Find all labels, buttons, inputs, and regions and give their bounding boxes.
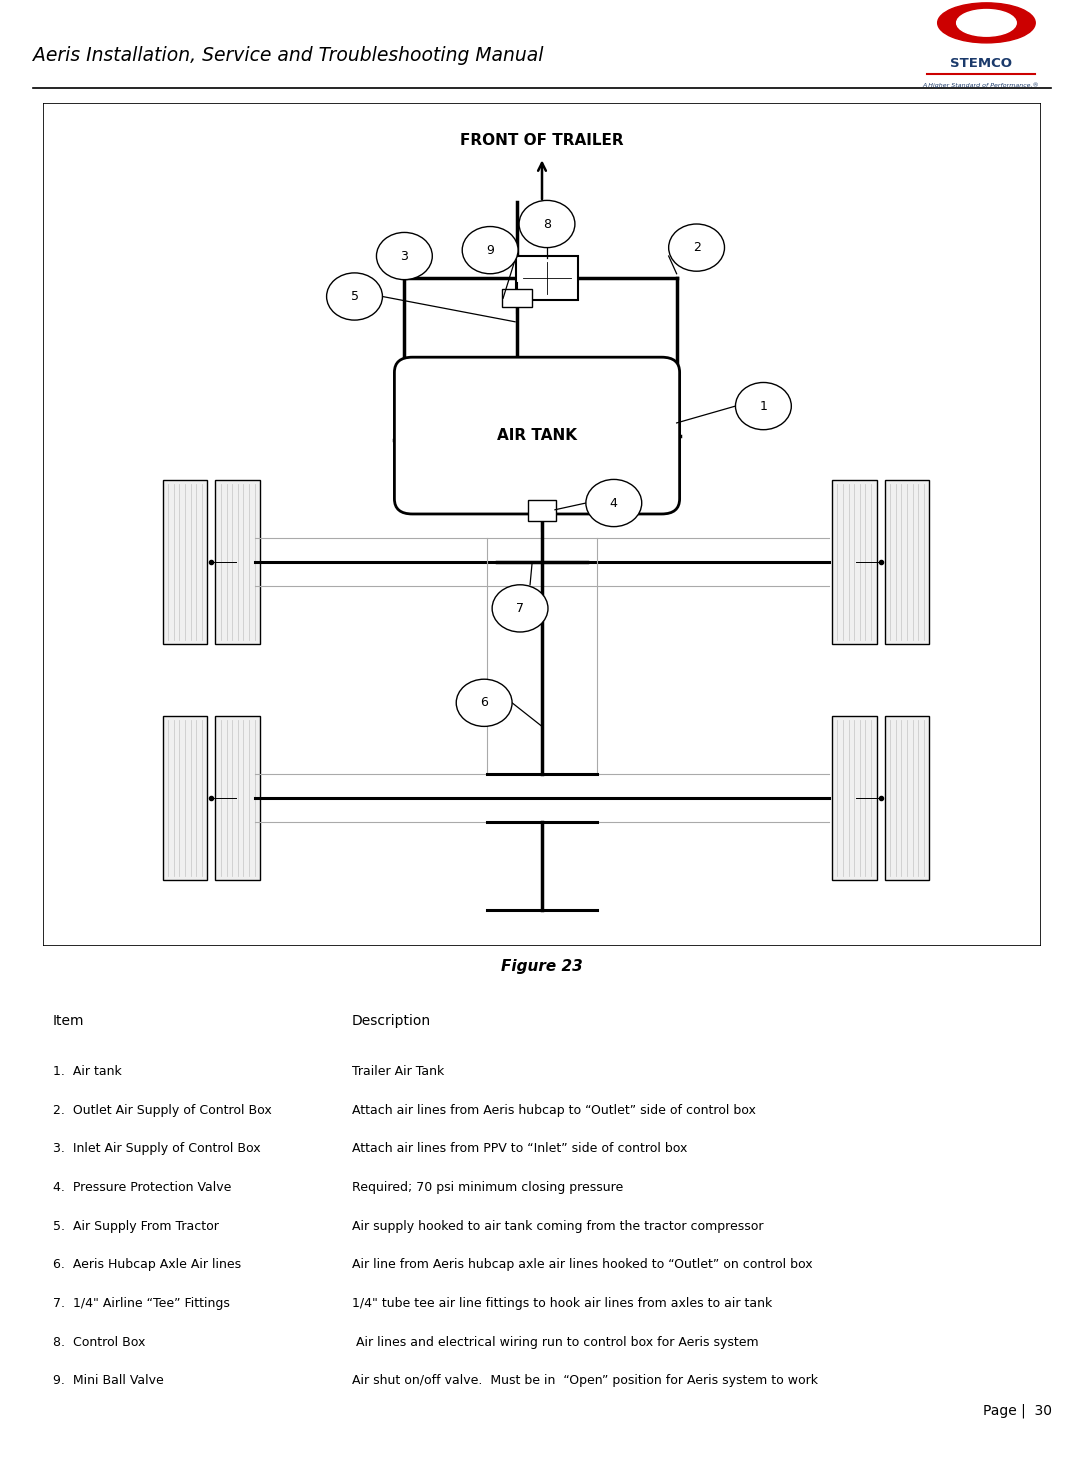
Text: AIR TANK: AIR TANK (496, 428, 577, 443)
Text: 6.  Aeris Hubcap Axle Air lines: 6. Aeris Hubcap Axle Air lines (53, 1258, 242, 1271)
Text: 1/4" tube tee air line fittings to hook air lines from axles to air tank: 1/4" tube tee air line fittings to hook … (351, 1297, 772, 1311)
Text: 9: 9 (487, 243, 494, 257)
Ellipse shape (957, 9, 1017, 37)
Bar (216, 715, 260, 880)
FancyBboxPatch shape (528, 500, 556, 520)
Circle shape (669, 224, 724, 271)
Circle shape (735, 383, 791, 430)
Ellipse shape (938, 3, 1035, 43)
Text: 5: 5 (350, 290, 359, 303)
Text: 1: 1 (760, 400, 767, 412)
Bar (216, 479, 260, 644)
Text: Air lines and electrical wiring run to control box for Aeris system: Air lines and electrical wiring run to c… (351, 1336, 759, 1349)
Text: 8.  Control Box: 8. Control Box (53, 1336, 145, 1349)
Text: Item: Item (53, 1014, 85, 1028)
Bar (885, 715, 929, 880)
Text: Attach air lines from Aeris hubcap to “Outlet” side of control box: Attach air lines from Aeris hubcap to “O… (351, 1104, 756, 1117)
FancyBboxPatch shape (516, 257, 578, 301)
Bar (163, 479, 207, 644)
Text: Air supply hooked to air tank coming from the tractor compressor: Air supply hooked to air tank coming fro… (351, 1220, 763, 1233)
Circle shape (585, 479, 642, 526)
Text: 2: 2 (693, 240, 700, 254)
Text: Description: Description (351, 1014, 430, 1028)
Circle shape (462, 227, 518, 274)
Text: Air shut on/off valve.  Must be in  “Open” position for Aeris system to work: Air shut on/off valve. Must be in “Open”… (351, 1375, 817, 1387)
Circle shape (326, 273, 383, 320)
Text: 4.  Pressure Protection Valve: 4. Pressure Protection Valve (53, 1182, 232, 1193)
FancyBboxPatch shape (502, 289, 532, 308)
Text: 3: 3 (400, 249, 409, 262)
Text: STEMCO: STEMCO (950, 57, 1012, 70)
Text: FRONT OF TRAILER: FRONT OF TRAILER (461, 133, 623, 148)
Text: Attach air lines from PPV to “Inlet” side of control box: Attach air lines from PPV to “Inlet” sid… (351, 1142, 687, 1155)
Text: 5.  Air Supply From Tractor: 5. Air Supply From Tractor (53, 1220, 219, 1233)
Text: 2.  Outlet Air Supply of Control Box: 2. Outlet Air Supply of Control Box (53, 1104, 272, 1117)
Text: Figure 23: Figure 23 (501, 959, 583, 973)
Text: 4: 4 (610, 497, 618, 510)
Circle shape (456, 679, 512, 727)
Text: 1.  Air tank: 1. Air tank (53, 1064, 121, 1078)
Circle shape (519, 201, 575, 248)
Text: 7.  1/4" Airline “Tee” Fittings: 7. 1/4" Airline “Tee” Fittings (53, 1297, 230, 1311)
Text: A Higher Standard of Performance.®: A Higher Standard of Performance.® (922, 82, 1040, 88)
Circle shape (376, 233, 433, 280)
Bar (831, 479, 877, 644)
Text: Page |  30: Page | 30 (983, 1403, 1051, 1418)
Bar (163, 715, 207, 880)
Circle shape (492, 585, 549, 632)
Bar (885, 479, 929, 644)
Text: 6: 6 (480, 696, 488, 710)
Text: 7: 7 (516, 603, 524, 614)
Bar (831, 715, 877, 880)
Text: 3.  Inlet Air Supply of Control Box: 3. Inlet Air Supply of Control Box (53, 1142, 261, 1155)
Text: Required; 70 psi minimum closing pressure: Required; 70 psi minimum closing pressur… (351, 1182, 623, 1193)
Text: 9.  Mini Ball Valve: 9. Mini Ball Valve (53, 1375, 164, 1387)
FancyBboxPatch shape (395, 358, 680, 515)
Text: 8: 8 (543, 217, 551, 230)
Text: Air line from Aeris hubcap axle air lines hooked to “Outlet” on control box: Air line from Aeris hubcap axle air line… (351, 1258, 812, 1271)
Text: Aeris Installation, Service and Troubleshooting Manual: Aeris Installation, Service and Troubles… (33, 45, 543, 65)
Text: Trailer Air Tank: Trailer Air Tank (351, 1064, 444, 1078)
